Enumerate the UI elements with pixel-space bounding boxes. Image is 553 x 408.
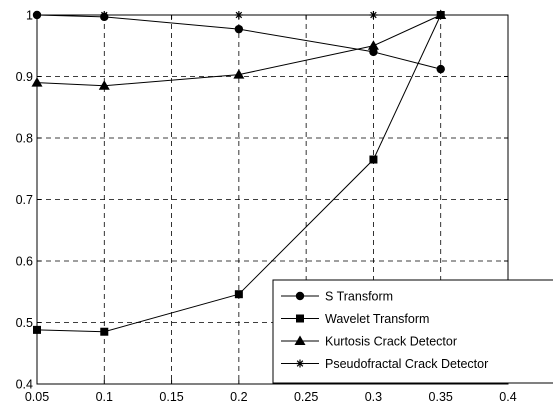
x-tick-label: 0.1 bbox=[96, 390, 113, 404]
y-tick-label: 0.8 bbox=[16, 132, 33, 146]
legend-marker-circle bbox=[295, 291, 305, 301]
legend-marker-star bbox=[296, 359, 304, 368]
y-tick-label: 0.7 bbox=[16, 193, 33, 207]
legend-marker-square bbox=[296, 314, 304, 323]
x-tick-label: 0.3 bbox=[365, 390, 382, 404]
x-tick-label: 0.05 bbox=[25, 390, 49, 404]
data-point-square bbox=[100, 327, 109, 336]
x-tick-label: 0.2 bbox=[230, 390, 247, 404]
legend-marker-triangle bbox=[294, 335, 306, 345]
data-point-circle bbox=[234, 24, 244, 34]
legend-label: Kurtosis Crack Detector bbox=[325, 335, 457, 349]
legend: S Transform Wavelet Transform Kurtosis Cra… bbox=[272, 279, 553, 384]
y-tick-label: 0.9 bbox=[16, 70, 33, 84]
legend-label: S Transform bbox=[325, 290, 393, 304]
x-tick-label: 0.15 bbox=[159, 390, 183, 404]
legend-label: Pseudofractal Crack Detector bbox=[325, 357, 488, 371]
series-layer bbox=[31, 9, 447, 336]
data-point-circle bbox=[436, 64, 445, 74]
y-tick-label: 0.4 bbox=[16, 378, 33, 392]
legend-label: Wavelet Transform bbox=[325, 312, 429, 326]
data-point-square bbox=[234, 290, 243, 299]
axis-ticks: 0.05 0.1 0.15 0.2 0.25 0.3 0.35 0.4 0.4 0.5 0.6 0.7… bbox=[16, 9, 517, 405]
y-tick-label: 0.6 bbox=[16, 255, 33, 269]
data-point-triangle bbox=[98, 80, 110, 90]
data-point-circle bbox=[369, 47, 378, 57]
data-point-triangle bbox=[233, 69, 245, 79]
x-tick-label: 0.25 bbox=[294, 390, 318, 404]
data-point-square bbox=[369, 155, 378, 164]
x-tick-label: 0.35 bbox=[429, 390, 453, 404]
y-tick-label: 1 bbox=[26, 9, 33, 23]
legend-box bbox=[272, 279, 553, 384]
x-tick-label: 0.4 bbox=[499, 390, 516, 404]
data-point-triangle bbox=[367, 40, 379, 50]
y-tick-label: 0.5 bbox=[16, 316, 33, 330]
